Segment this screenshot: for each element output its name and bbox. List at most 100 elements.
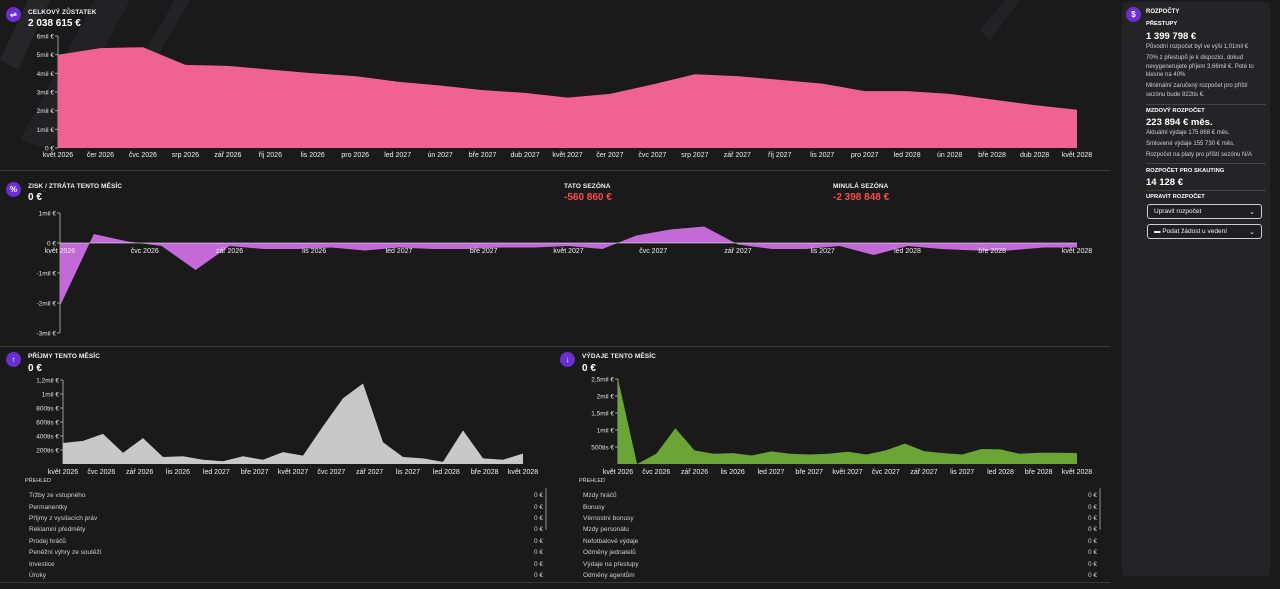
chevron-down-icon: ⌄ (1249, 208, 1255, 216)
expenses-value: 0 € (582, 363, 596, 374)
balance-x-tick: zář 2027 (724, 152, 751, 159)
income-row-value: 0 € (533, 537, 543, 545)
balance-area (58, 47, 1077, 149)
speech-bubble-icon: ▬ (1154, 228, 1163, 235)
income-row-value: 0 € (533, 526, 543, 534)
income-row-value: 0 € (533, 503, 543, 511)
expenses-row-label: Bonusy (583, 503, 605, 511)
expenses-x-tick: zář 2027 (910, 469, 937, 476)
income-x-tick: květ 2028 (508, 469, 538, 476)
wage-budget-value: 223 894 € měs. (1146, 117, 1213, 128)
balance-x-tick: zář 2026 (214, 152, 241, 159)
income-x-tick: čvc 2026 (87, 469, 115, 476)
balance-x-tick: lis 2026 (301, 152, 325, 159)
percent-icon: % (6, 182, 21, 197)
balance-y-tick: 2mil € (37, 108, 55, 115)
expenses-row-value: 0 € (1087, 549, 1097, 557)
profit-x-tick: zář 2027 (724, 248, 751, 255)
profit-x-tick: zář 2026 (216, 248, 243, 255)
balance-value: 2 038 615 € (28, 18, 81, 29)
income-y-tick: 1mil € (42, 392, 60, 399)
balance-x-tick: říj 2026 (259, 152, 282, 159)
request-board-button[interactable]: ▬ Podat žádost u vedení ⌄ (1147, 224, 1262, 239)
expenses-y-tick: 2,5mil € (591, 377, 614, 384)
income-scrollbar[interactable] (545, 488, 547, 530)
expenses-row-label: Mzdy personálu (583, 526, 629, 534)
income-row: Úroky 0 € (25, 570, 543, 581)
budgets-title: ROZPOČTY (1146, 9, 1180, 15)
profit-x-tick: čvc 2026 (131, 248, 159, 255)
profit-y-tick: 1mil € (39, 211, 57, 218)
balance-y-tick: 0 € (45, 146, 54, 153)
expenses-row: Nefotbalové výdaje 0 € (579, 536, 1097, 547)
balance-y-tick: 6mil € (37, 34, 55, 41)
expenses-scrollbar[interactable] (1099, 488, 1101, 530)
adjust-budget-button[interactable]: Upravit rozpočet ⌄ (1147, 204, 1262, 219)
expenses-x-tick: čvc 2027 (872, 469, 900, 476)
balance-x-tick: pro 2027 (851, 152, 879, 159)
balance-x-tick: pro 2026 (341, 152, 369, 159)
profit-y-tick: -3mil € (36, 331, 56, 338)
expenses-row-value: 0 € (1087, 526, 1097, 534)
balance-x-tick: čvc 2027 (638, 152, 666, 159)
profit-x-tick: čvc 2027 (639, 248, 667, 255)
balance-x-tick: ún 2028 (937, 152, 962, 159)
transfers-note-percent: 70% z přestupů je k dispozici, dokud nev… (1146, 55, 1254, 79)
income-title: PŘÍJMY TENTO MĚSÍC (28, 353, 100, 360)
profit-value: 0 € (28, 192, 42, 203)
balance-x-tick: bře 2028 (978, 152, 1006, 159)
expenses-x-tick: zář 2026 (681, 469, 708, 476)
expenses-row-value: 0 € (1087, 571, 1097, 579)
profit-x-tick: lis 2027 (811, 248, 835, 255)
income-y-tick: 600tis € (36, 420, 59, 427)
divider (0, 346, 1110, 347)
profit-x-tick: bře 2028 (978, 248, 1006, 255)
expenses-row: Mzdy hráčů 0 € (579, 490, 1097, 501)
wage-budget-title: MZDOVÝ ROZPOČET (1146, 108, 1205, 114)
expenses-row: Věrnostní bonusy 0 € (579, 513, 1097, 524)
income-row: Investice 0 € (25, 558, 543, 569)
divider (1146, 104, 1266, 105)
balance-y-tick: 3mil € (37, 90, 55, 97)
expenses-row: Odměny agentům 0 € (579, 570, 1097, 581)
balance-icon: ⇌ (6, 7, 21, 22)
expenses-title: VÝDAJE TENTO MĚSÍC (582, 353, 656, 360)
income-row-label: Permanentky (29, 503, 68, 511)
income-row-value: 0 € (533, 549, 543, 557)
balance-x-tick: dub 2027 (510, 152, 539, 159)
wage-current: Aktuální výdaje 175 868 € měs. (1146, 130, 1230, 136)
income-row-label: Reklamní předměty (29, 526, 86, 534)
expenses-x-tick: lis 2026 (721, 469, 745, 476)
expenses-x-tick: květ 2027 (832, 469, 862, 476)
expenses-x-tick: květ 2026 (603, 469, 633, 476)
income-row-value: 0 € (533, 514, 543, 522)
profit-y-tick: -1mil € (36, 271, 56, 278)
balance-x-tick: lis 2027 (810, 152, 834, 159)
expenses-row-label: Odměny jednatelů (583, 549, 636, 557)
profit-x-tick: bře 2027 (470, 248, 498, 255)
expenses-y-tick: 500tis € (591, 445, 614, 452)
income-row: Permanentky 0 € (25, 501, 543, 512)
piggy-bank-icon: $ (1126, 7, 1141, 22)
profit-area (60, 226, 1077, 306)
balance-x-tick: ún 2027 (427, 152, 452, 159)
last-season-value: -2 398 848 € (833, 192, 890, 203)
income-y-tick: 200tis € (36, 448, 59, 455)
income-row: Příjmy z vysílacích práv 0 € (25, 513, 543, 524)
balance-y-tick: 1mil € (37, 127, 55, 134)
scouting-title: ROZPOČET PRO SKAUTING (1146, 168, 1225, 174)
income-row-label: Úroky (29, 571, 46, 579)
income-area (63, 383, 523, 464)
income-x-tick: lis 2026 (166, 469, 190, 476)
scouting-value: 14 128 € (1146, 177, 1183, 188)
last-season-title: MINULÁ SEZÓNA (833, 183, 889, 190)
income-x-tick: led 2027 (203, 469, 230, 476)
expenses-row-value: 0 € (1087, 514, 1097, 522)
balance-x-tick: čer 2027 (596, 152, 623, 159)
expenses-x-tick: lis 2027 (950, 469, 974, 476)
income-x-tick: zář 2027 (356, 469, 383, 476)
expenses-row-label: Odměny agentům (583, 571, 635, 579)
balance-x-tick: čvc 2026 (129, 152, 157, 159)
income-x-tick: čvc 2027 (317, 469, 345, 476)
expenses-row: Výdaje na přestupy 0 € (579, 558, 1097, 569)
